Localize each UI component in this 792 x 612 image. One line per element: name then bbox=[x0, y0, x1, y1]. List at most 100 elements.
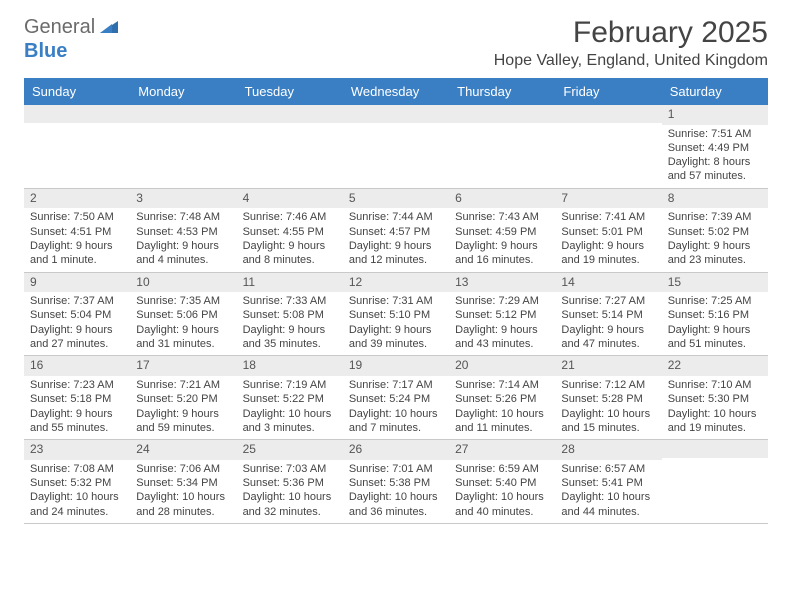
sunset-text: Sunset: 4:59 PM bbox=[455, 225, 549, 239]
day-body: Sunrise: 7:03 AMSunset: 5:36 PMDaylight:… bbox=[237, 460, 343, 523]
day-number: 11 bbox=[237, 273, 343, 293]
sunrise-text: Sunrise: 7:27 AM bbox=[561, 294, 655, 308]
day-body: Sunrise: 7:17 AMSunset: 5:24 PMDaylight:… bbox=[343, 376, 449, 439]
day-number: 19 bbox=[343, 356, 449, 376]
day-body bbox=[130, 123, 236, 129]
daylight-text: Daylight: 9 hours and 35 minutes. bbox=[243, 323, 337, 352]
sunset-text: Sunset: 5:02 PM bbox=[668, 225, 762, 239]
day-number: 12 bbox=[343, 273, 449, 293]
sunrise-text: Sunrise: 7:37 AM bbox=[30, 294, 124, 308]
day-cell: 1Sunrise: 7:51 AMSunset: 4:49 PMDaylight… bbox=[662, 105, 768, 188]
day-cell: 19Sunrise: 7:17 AMSunset: 5:24 PMDayligh… bbox=[343, 356, 449, 439]
day-number: 20 bbox=[449, 356, 555, 376]
day-number: 24 bbox=[130, 440, 236, 460]
day-cell: 23Sunrise: 7:08 AMSunset: 5:32 PMDayligh… bbox=[24, 440, 130, 523]
day-body: Sunrise: 6:59 AMSunset: 5:40 PMDaylight:… bbox=[449, 460, 555, 523]
day-number: 6 bbox=[449, 189, 555, 209]
daylight-text: Daylight: 9 hours and 4 minutes. bbox=[136, 239, 230, 268]
sunrise-text: Sunrise: 7:48 AM bbox=[136, 210, 230, 224]
sunrise-text: Sunrise: 7:12 AM bbox=[561, 378, 655, 392]
sunset-text: Sunset: 5:34 PM bbox=[136, 476, 230, 490]
sunset-text: Sunset: 5:41 PM bbox=[561, 476, 655, 490]
sunrise-text: Sunrise: 7:14 AM bbox=[455, 378, 549, 392]
daylight-text: Daylight: 10 hours and 3 minutes. bbox=[243, 407, 337, 436]
sunset-text: Sunset: 5:14 PM bbox=[561, 308, 655, 322]
day-cell: 6Sunrise: 7:43 AMSunset: 4:59 PMDaylight… bbox=[449, 189, 555, 272]
day-number: 10 bbox=[130, 273, 236, 293]
sunset-text: Sunset: 5:28 PM bbox=[561, 392, 655, 406]
day-cell: 2Sunrise: 7:50 AMSunset: 4:51 PMDaylight… bbox=[24, 189, 130, 272]
day-cell: 16Sunrise: 7:23 AMSunset: 5:18 PMDayligh… bbox=[24, 356, 130, 439]
day-number: 21 bbox=[555, 356, 661, 376]
day-number: 27 bbox=[449, 440, 555, 460]
day-cell: 12Sunrise: 7:31 AMSunset: 5:10 PMDayligh… bbox=[343, 273, 449, 356]
day-number: 8 bbox=[662, 189, 768, 209]
day-body bbox=[555, 123, 661, 129]
day-number: 7 bbox=[555, 189, 661, 209]
sunset-text: Sunset: 5:36 PM bbox=[243, 476, 337, 490]
day-cell bbox=[130, 105, 236, 188]
sunset-text: Sunset: 5:06 PM bbox=[136, 308, 230, 322]
day-number bbox=[130, 105, 236, 123]
logo-text-general: General bbox=[24, 16, 95, 39]
daylight-text: Daylight: 8 hours and 57 minutes. bbox=[668, 155, 762, 184]
week-row: 16Sunrise: 7:23 AMSunset: 5:18 PMDayligh… bbox=[24, 356, 768, 440]
logo-blue-wrap: Blue bbox=[24, 40, 67, 63]
day-body: Sunrise: 7:25 AMSunset: 5:16 PMDaylight:… bbox=[662, 292, 768, 355]
sunrise-text: Sunrise: 7:44 AM bbox=[349, 210, 443, 224]
sunset-text: Sunset: 5:16 PM bbox=[668, 308, 762, 322]
day-cell: 14Sunrise: 7:27 AMSunset: 5:14 PMDayligh… bbox=[555, 273, 661, 356]
sunrise-text: Sunrise: 7:50 AM bbox=[30, 210, 124, 224]
day-cell: 28Sunrise: 6:57 AMSunset: 5:41 PMDayligh… bbox=[555, 440, 661, 523]
day-body bbox=[449, 123, 555, 129]
sunrise-text: Sunrise: 6:57 AM bbox=[561, 462, 655, 476]
daylight-text: Daylight: 10 hours and 15 minutes. bbox=[561, 407, 655, 436]
day-cell bbox=[237, 105, 343, 188]
sunrise-text: Sunrise: 7:23 AM bbox=[30, 378, 124, 392]
week-row: 9Sunrise: 7:37 AMSunset: 5:04 PMDaylight… bbox=[24, 273, 768, 357]
daylight-text: Daylight: 9 hours and 23 minutes. bbox=[668, 239, 762, 268]
day-body bbox=[662, 458, 768, 464]
day-body: Sunrise: 7:51 AMSunset: 4:49 PMDaylight:… bbox=[662, 125, 768, 188]
sunset-text: Sunset: 4:49 PM bbox=[668, 141, 762, 155]
daylight-text: Daylight: 9 hours and 27 minutes. bbox=[30, 323, 124, 352]
daylight-text: Daylight: 9 hours and 12 minutes. bbox=[349, 239, 443, 268]
sunset-text: Sunset: 4:51 PM bbox=[30, 225, 124, 239]
daylight-text: Daylight: 9 hours and 55 minutes. bbox=[30, 407, 124, 436]
daylight-text: Daylight: 9 hours and 43 minutes. bbox=[455, 323, 549, 352]
sunrise-text: Sunrise: 7:51 AM bbox=[668, 127, 762, 141]
sunrise-text: Sunrise: 7:39 AM bbox=[668, 210, 762, 224]
day-body: Sunrise: 7:12 AMSunset: 5:28 PMDaylight:… bbox=[555, 376, 661, 439]
daylight-text: Daylight: 9 hours and 19 minutes. bbox=[561, 239, 655, 268]
day-cell: 13Sunrise: 7:29 AMSunset: 5:12 PMDayligh… bbox=[449, 273, 555, 356]
sunset-text: Sunset: 5:32 PM bbox=[30, 476, 124, 490]
daylight-text: Daylight: 10 hours and 7 minutes. bbox=[349, 407, 443, 436]
day-cell: 8Sunrise: 7:39 AMSunset: 5:02 PMDaylight… bbox=[662, 189, 768, 272]
day-number: 5 bbox=[343, 189, 449, 209]
logo-text-blue: Blue bbox=[24, 40, 67, 62]
day-number: 22 bbox=[662, 356, 768, 376]
day-body: Sunrise: 7:27 AMSunset: 5:14 PMDaylight:… bbox=[555, 292, 661, 355]
sunrise-text: Sunrise: 7:10 AM bbox=[668, 378, 762, 392]
day-body: Sunrise: 7:14 AMSunset: 5:26 PMDaylight:… bbox=[449, 376, 555, 439]
day-body: Sunrise: 7:29 AMSunset: 5:12 PMDaylight:… bbox=[449, 292, 555, 355]
sunrise-text: Sunrise: 7:41 AM bbox=[561, 210, 655, 224]
day-number bbox=[343, 105, 449, 123]
day-number bbox=[449, 105, 555, 123]
dow-tuesday: Tuesday bbox=[237, 78, 343, 105]
day-body: Sunrise: 7:44 AMSunset: 4:57 PMDaylight:… bbox=[343, 208, 449, 271]
day-number: 2 bbox=[24, 189, 130, 209]
day-body: Sunrise: 7:31 AMSunset: 5:10 PMDaylight:… bbox=[343, 292, 449, 355]
day-body: Sunrise: 7:50 AMSunset: 4:51 PMDaylight:… bbox=[24, 208, 130, 271]
day-number: 1 bbox=[662, 105, 768, 125]
day-cell: 22Sunrise: 7:10 AMSunset: 5:30 PMDayligh… bbox=[662, 356, 768, 439]
day-body bbox=[237, 123, 343, 129]
sunrise-text: Sunrise: 7:43 AM bbox=[455, 210, 549, 224]
sunrise-text: Sunrise: 6:59 AM bbox=[455, 462, 549, 476]
sunset-text: Sunset: 5:18 PM bbox=[30, 392, 124, 406]
day-number: 14 bbox=[555, 273, 661, 293]
day-cell: 20Sunrise: 7:14 AMSunset: 5:26 PMDayligh… bbox=[449, 356, 555, 439]
sunrise-text: Sunrise: 7:03 AM bbox=[243, 462, 337, 476]
day-cell: 7Sunrise: 7:41 AMSunset: 5:01 PMDaylight… bbox=[555, 189, 661, 272]
dow-monday: Monday bbox=[130, 78, 236, 105]
